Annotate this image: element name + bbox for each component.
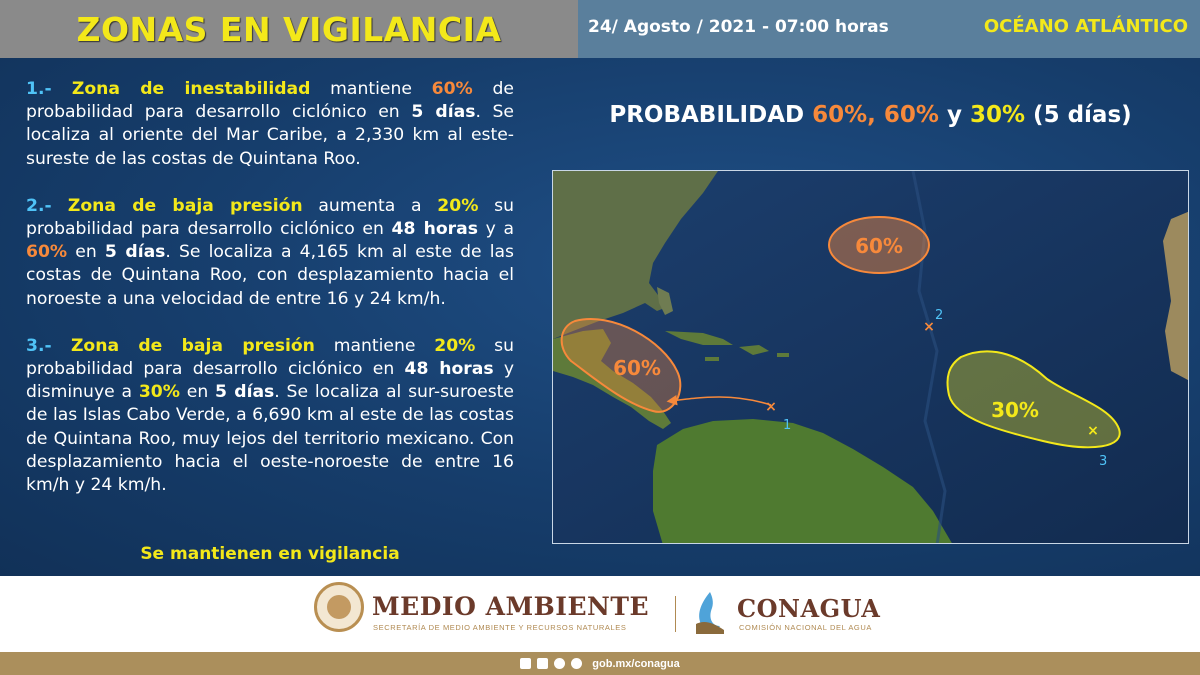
zone-text-segment: 60% bbox=[431, 79, 473, 99]
probability-value-2: 60% bbox=[883, 102, 939, 128]
zone-text-segment: 5 días bbox=[411, 102, 476, 123]
zone-number: 2.- bbox=[26, 195, 68, 216]
probability-area-60-north bbox=[828, 216, 930, 274]
zone-text-segment: mantiene bbox=[310, 79, 432, 99]
marker-x-2: × bbox=[923, 319, 935, 335]
zone-text-segment: 48 horas bbox=[404, 359, 494, 380]
central-america-landmass bbox=[553, 329, 671, 429]
conagua-subtitle: COMISIÓN NACIONAL DEL AGUA bbox=[739, 623, 872, 632]
medio-ambiente-subtitle: SECRETARÍA DE MEDIO AMBIENTE Y RECURSOS … bbox=[373, 623, 627, 632]
zone-text-segment: 60% bbox=[26, 242, 68, 263]
zone-number: 1.- bbox=[26, 79, 72, 99]
zone-number: 3.- bbox=[26, 335, 71, 356]
mexico-emblem-icon bbox=[314, 582, 364, 632]
zone-text-segment: su probabilidad para desarrollo ciclónic… bbox=[26, 335, 515, 380]
zone-text-segment: en bbox=[179, 382, 215, 403]
probability-prefix: PROBABILIDAD bbox=[609, 102, 813, 128]
zones-text: 1.- Zona de inestabilidad mantiene 60% d… bbox=[26, 78, 514, 521]
satellite-map: 60% 60% 30% × × × 1 2 3 bbox=[552, 170, 1189, 544]
zone-text-segment: . Se localiza al oriente del Mar Caribe,… bbox=[26, 102, 514, 169]
cuba-island bbox=[665, 331, 733, 345]
probability-value-3: 30% bbox=[969, 102, 1026, 128]
puerto-rico-island bbox=[777, 353, 789, 357]
marker-x-1: × bbox=[765, 399, 777, 415]
facebook-icon[interactable] bbox=[520, 658, 532, 669]
conagua-logo: CONAGUA bbox=[737, 594, 881, 623]
probability-area-60-caribbean bbox=[560, 318, 682, 413]
africa-landmass bbox=[1163, 211, 1188, 380]
zone-text-segment: . Se localiza al sur-suroeste de las Isl… bbox=[26, 382, 514, 496]
zone-text-segment: y a bbox=[477, 219, 514, 240]
page-title: ZONAS EN VIGILANCIA bbox=[76, 9, 502, 49]
website-link[interactable]: gob.mx/conagua bbox=[592, 657, 680, 670]
zone-text-segment: mantiene bbox=[314, 335, 435, 356]
zone-text-segment: su probabilidad para desarrollo ciclónic… bbox=[26, 195, 514, 240]
footer-logos: MEDIO AMBIENTE SECRETARÍA DE MEDIO AMBIE… bbox=[0, 576, 1200, 652]
medio-ambiente-logo: MEDIO AMBIENTE bbox=[372, 592, 650, 621]
area-label-north: 60% bbox=[855, 234, 903, 258]
main-panel: 1.- Zona de inestabilidad mantiene 60% d… bbox=[0, 58, 1200, 576]
zone-text-segment: 48 horas bbox=[391, 219, 478, 240]
area-label-atlantic: 30% bbox=[991, 398, 1039, 422]
zone-text-segment: Zona de baja presión bbox=[70, 335, 315, 356]
zone-text-segment: Zona de baja presión bbox=[67, 195, 303, 216]
zone-text-segment: aumenta a bbox=[302, 195, 438, 216]
watch-note: Se mantienen en vigilancia bbox=[140, 544, 400, 564]
florida-landmass bbox=[657, 287, 673, 315]
zone-text-segment: en bbox=[67, 242, 105, 263]
hispaniola-island bbox=[739, 345, 769, 355]
zone-text-segment: 5 días bbox=[104, 242, 166, 263]
north-america-landmass bbox=[553, 171, 718, 339]
probability-mid: y bbox=[938, 102, 970, 128]
zone-text-segment: de probabilidad para desarrollo ciclónic… bbox=[26, 79, 514, 123]
bulletin-date: 24/ Agosto / 2021 - 07:00 horas bbox=[588, 17, 889, 37]
zone-text-segment: 30% bbox=[138, 382, 180, 403]
social-bar: gob.mx/conagua bbox=[0, 652, 1200, 675]
zone-text-segment: 20% bbox=[434, 335, 476, 356]
instagram-icon[interactable] bbox=[554, 658, 566, 669]
header-info-bar: 24/ Agosto / 2021 - 07:00 horas OCÉANO A… bbox=[578, 0, 1200, 58]
marker-number-1: 1 bbox=[783, 418, 791, 433]
conagua-wave-icon bbox=[696, 592, 724, 634]
mid-atlantic-ridge bbox=[911, 171, 947, 543]
zone-paragraph-3: 3.- Zona de baja presión mantiene 20% su… bbox=[26, 335, 514, 497]
youtube-icon[interactable] bbox=[571, 658, 583, 669]
zone-text-segment: 20% bbox=[437, 195, 479, 216]
marker-x-3: × bbox=[1087, 423, 1099, 439]
probability-title: PROBABILIDAD 60%, 60% y 30% (5 días) bbox=[552, 102, 1189, 128]
ocean-label: OCÉANO ATLÁNTICO bbox=[983, 16, 1188, 37]
probability-area-30 bbox=[946, 350, 1121, 449]
header-title-bar: ZONAS EN VIGILANCIA bbox=[0, 0, 578, 58]
marker-number-2: 2 bbox=[935, 308, 943, 323]
map-svg: 60% 60% 30% × × × 1 2 3 bbox=[553, 171, 1188, 543]
south-america-landmass bbox=[653, 419, 952, 543]
zone-paragraph-1: 1.- Zona de inestabilidad mantiene 60% d… bbox=[26, 78, 514, 171]
zone-paragraph-2: 2.- Zona de baja presión aumenta a 20% s… bbox=[26, 195, 514, 311]
probability-suffix: (5 días) bbox=[1025, 102, 1132, 128]
zone-text-segment: 5 días bbox=[215, 382, 275, 403]
probability-value-1: 60%, bbox=[812, 102, 876, 128]
zone-text-segment: . Se localiza a 4,165 km al este de las … bbox=[26, 242, 514, 309]
zone-text-segment: y disminuye a bbox=[26, 359, 514, 403]
area-label-caribbean: 60% bbox=[613, 356, 661, 380]
logo-divider bbox=[675, 596, 676, 632]
marker-number-3: 3 bbox=[1099, 454, 1107, 469]
jamaica-island bbox=[705, 357, 719, 361]
zone-text-segment: Zona de inestabilidad bbox=[71, 79, 311, 99]
twitter-icon[interactable] bbox=[537, 658, 549, 669]
track-arrow-zone-1 bbox=[666, 395, 772, 406]
